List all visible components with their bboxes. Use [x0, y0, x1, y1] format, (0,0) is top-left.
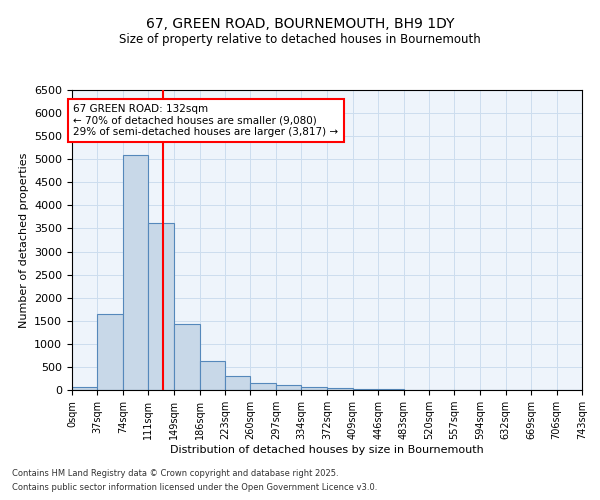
- Bar: [72, 386, 97, 390]
- Bar: [123, 154, 148, 390]
- Bar: [148, 223, 174, 390]
- Text: Contains HM Land Registry data © Crown copyright and database right 2025.: Contains HM Land Registry data © Crown c…: [12, 468, 338, 477]
- Bar: [276, 386, 301, 390]
- Bar: [174, 324, 200, 390]
- Bar: [328, 388, 353, 390]
- Bar: [200, 362, 225, 390]
- Y-axis label: Number of detached properties: Number of detached properties: [19, 152, 29, 328]
- Text: Size of property relative to detached houses in Bournemouth: Size of property relative to detached ho…: [119, 32, 481, 46]
- Bar: [353, 388, 378, 390]
- Bar: [250, 384, 276, 390]
- Bar: [378, 389, 404, 390]
- Bar: [97, 314, 123, 390]
- Text: 67 GREEN ROAD: 132sqm
← 70% of detached houses are smaller (9,080)
29% of semi-d: 67 GREEN ROAD: 132sqm ← 70% of detached …: [73, 104, 338, 137]
- Text: Contains public sector information licensed under the Open Government Licence v3: Contains public sector information licen…: [12, 484, 377, 492]
- Text: 67, GREEN ROAD, BOURNEMOUTH, BH9 1DY: 67, GREEN ROAD, BOURNEMOUTH, BH9 1DY: [146, 18, 454, 32]
- Bar: [225, 376, 250, 390]
- X-axis label: Distribution of detached houses by size in Bournemouth: Distribution of detached houses by size …: [170, 445, 484, 455]
- Bar: [301, 387, 328, 390]
